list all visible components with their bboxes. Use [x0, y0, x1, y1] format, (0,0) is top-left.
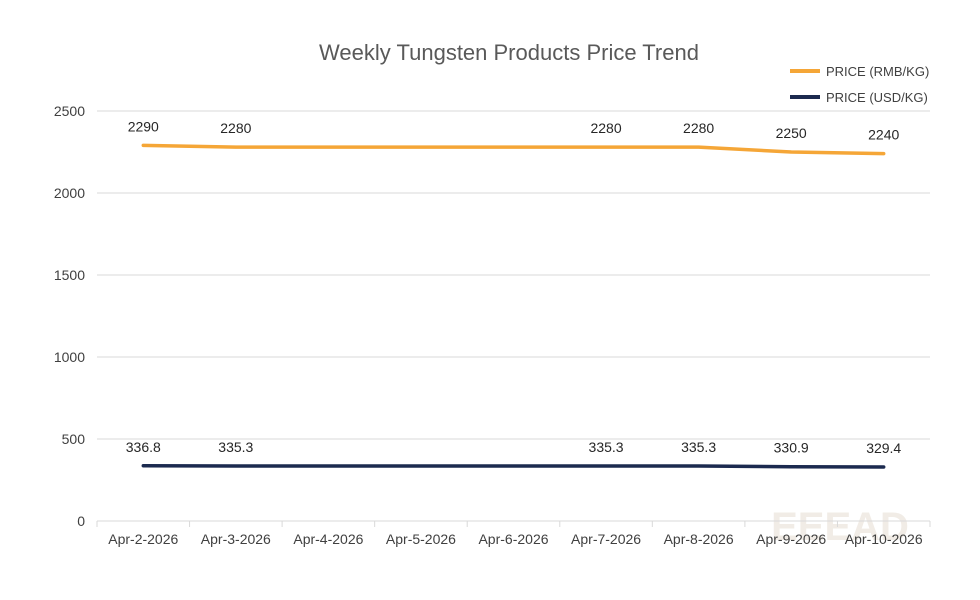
data-label: 2280	[590, 120, 621, 136]
x-tick-label: Apr-10-2026	[845, 531, 923, 547]
data-label: 330.9	[774, 440, 809, 456]
y-tick-label: 1500	[54, 267, 85, 283]
data-label: 2280	[220, 120, 251, 136]
x-tick-label: Apr-4-2026	[293, 531, 363, 547]
y-tick-label: 0	[77, 513, 85, 529]
data-label: 335.3	[681, 439, 716, 455]
y-tick-label: 2500	[54, 103, 85, 119]
y-tick-label: 1000	[54, 349, 85, 365]
legend-label: PRICE (USD/KG)	[826, 90, 928, 105]
legend-label: PRICE (RMB/KG)	[826, 64, 929, 79]
data-label: 335.3	[589, 439, 624, 455]
chart-title: Weekly Tungsten Products Price Trend	[319, 40, 699, 65]
gridlines	[97, 110, 930, 522]
x-tick-label: Apr-9-2026	[756, 531, 826, 547]
x-tick-label: Apr-6-2026	[478, 531, 548, 547]
x-tick-label: Apr-3-2026	[201, 531, 271, 547]
legend: PRICE (RMB/KG) PRICE (USD/KG)	[790, 64, 929, 105]
data-label: 2290	[128, 118, 159, 134]
watermark-logo: EEEAD	[771, 505, 909, 549]
x-tick-label: Apr-5-2026	[386, 531, 456, 547]
x-tick-label: Apr-8-2026	[664, 531, 734, 547]
data-label: 329.4	[866, 440, 901, 456]
data-label: 335.3	[218, 439, 253, 455]
y-axis-ticks: 0 500 1000 1500 2000 2500	[54, 103, 85, 529]
data-label: 336.8	[126, 439, 161, 455]
data-label: 2280	[683, 120, 714, 136]
series-lines	[141, 143, 886, 469]
y-tick-label: 2000	[54, 185, 85, 201]
data-labels: 2290 2280 2280 2280 2250 2240 336.8 335.3 335.3 3…	[126, 118, 902, 456]
data-label: 2250	[776, 125, 807, 141]
y-tick-label: 500	[62, 431, 86, 447]
x-tick-label: Apr-2-2026	[108, 531, 178, 547]
x-tick-label: Apr-7-2026	[571, 531, 641, 547]
series-line-1	[141, 143, 886, 156]
x-axis-ticks: Apr-2-2026 Apr-3-2026 Apr-4-2026 Apr-5-2026…	[96, 521, 931, 547]
data-label: 2240	[868, 127, 899, 143]
